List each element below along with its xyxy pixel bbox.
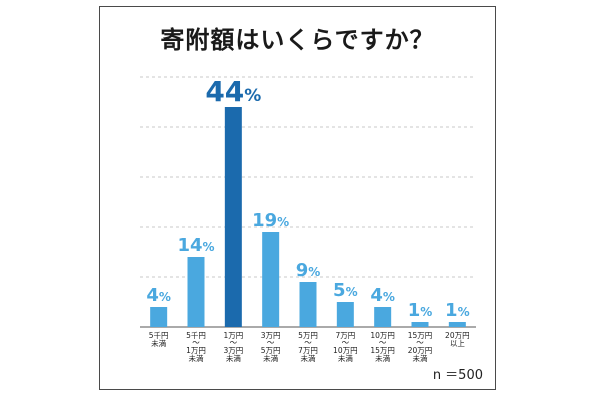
tick-label: 20万円以上 (445, 331, 470, 348)
data-label: 1% (408, 300, 433, 321)
bar (411, 322, 429, 327)
tick-label: 1万円〜 3万円未満 (223, 331, 243, 363)
data-label: 19% (252, 210, 289, 231)
data-label: 44% (205, 75, 261, 108)
bar (336, 302, 354, 327)
data-label: 5% (333, 280, 358, 301)
tick-label: 7万円〜 10万円未満 (333, 331, 358, 363)
tick-label: 5千円未満 (149, 330, 169, 348)
tick-label: 5万円〜 7万円未満 (298, 331, 318, 363)
tick-label: 15万円〜 20万円未満 (408, 331, 433, 363)
bar (299, 282, 317, 327)
bar (224, 107, 242, 327)
bar (374, 307, 392, 327)
bar-chart: 4% 5千円未満 14% 5千円〜 1万円未満 44% 1万円〜 3万円未満 19% 3万円〜 5万… (140, 75, 476, 363)
bar (187, 257, 205, 327)
sample-size: n ＝500 (432, 368, 483, 383)
bar (448, 322, 466, 327)
data-label: 1% (445, 300, 470, 321)
tick-label: 5千円〜 1万円未満 (186, 330, 206, 363)
data-label: 4% (146, 285, 171, 306)
tick-label: 10万円〜 15万円未満 (370, 331, 395, 363)
data-label: 4% (370, 285, 395, 306)
chart-title: 寄附額はいくらですか？ (160, 26, 435, 54)
bar (150, 307, 168, 327)
chart-card: 寄附額はいくらですか？ 4% 5千円未満 14% 5千円〜 1万円未満 44% 1万円〜 3万… (99, 6, 496, 390)
bar (262, 232, 280, 327)
data-label: 14% (177, 235, 214, 256)
data-label: 9% (296, 260, 321, 281)
tick-label: 3万円〜 5万円未満 (261, 331, 281, 363)
